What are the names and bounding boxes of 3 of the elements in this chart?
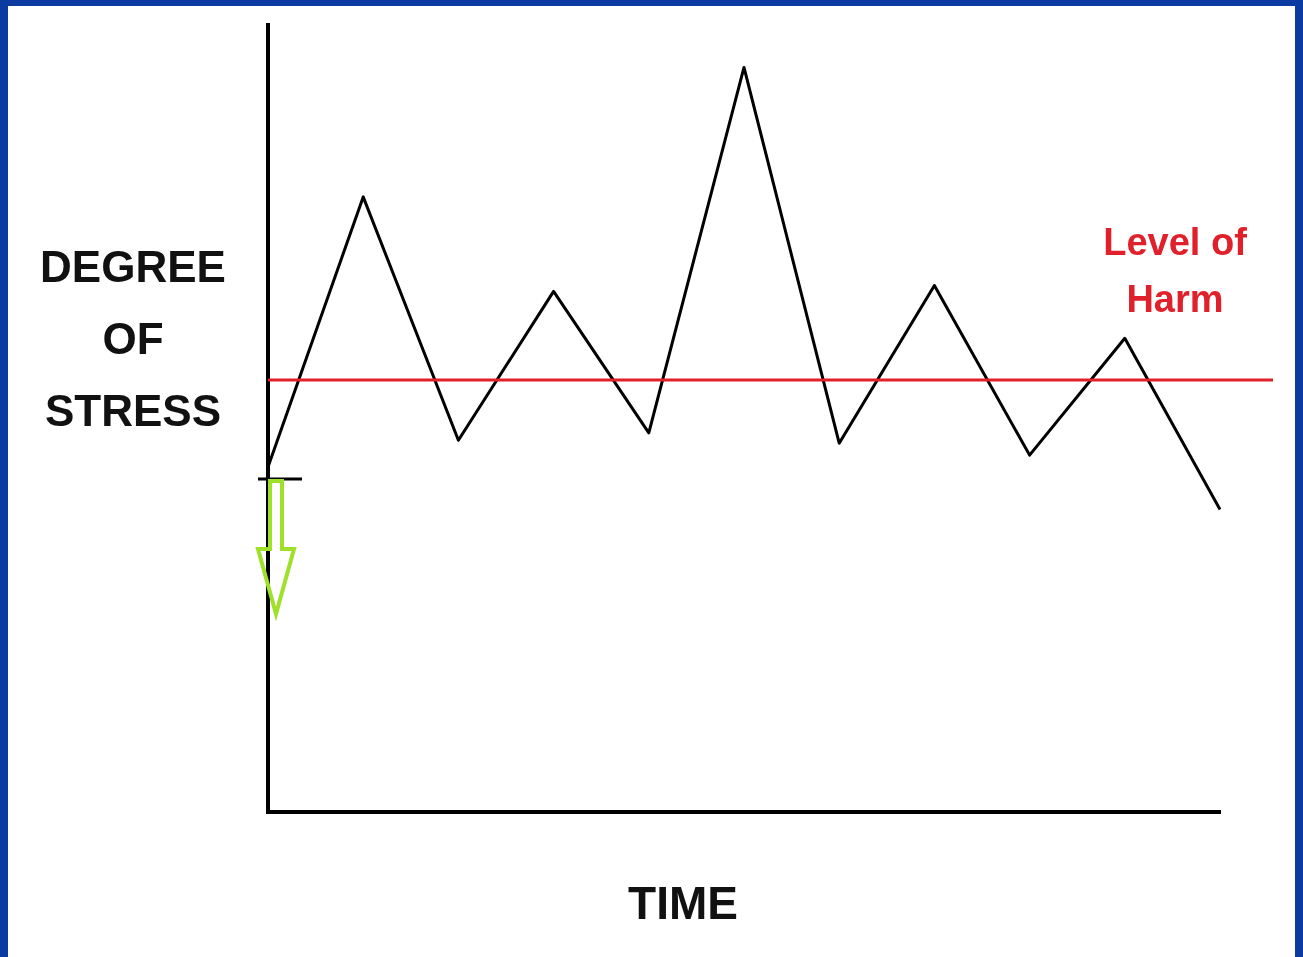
ref-line-label: Level of Harm: [1103, 221, 1248, 321]
y-axis-title: DEGREE OF STRESS: [39, 241, 227, 437]
x-axis-title: TIME: [627, 876, 739, 930]
